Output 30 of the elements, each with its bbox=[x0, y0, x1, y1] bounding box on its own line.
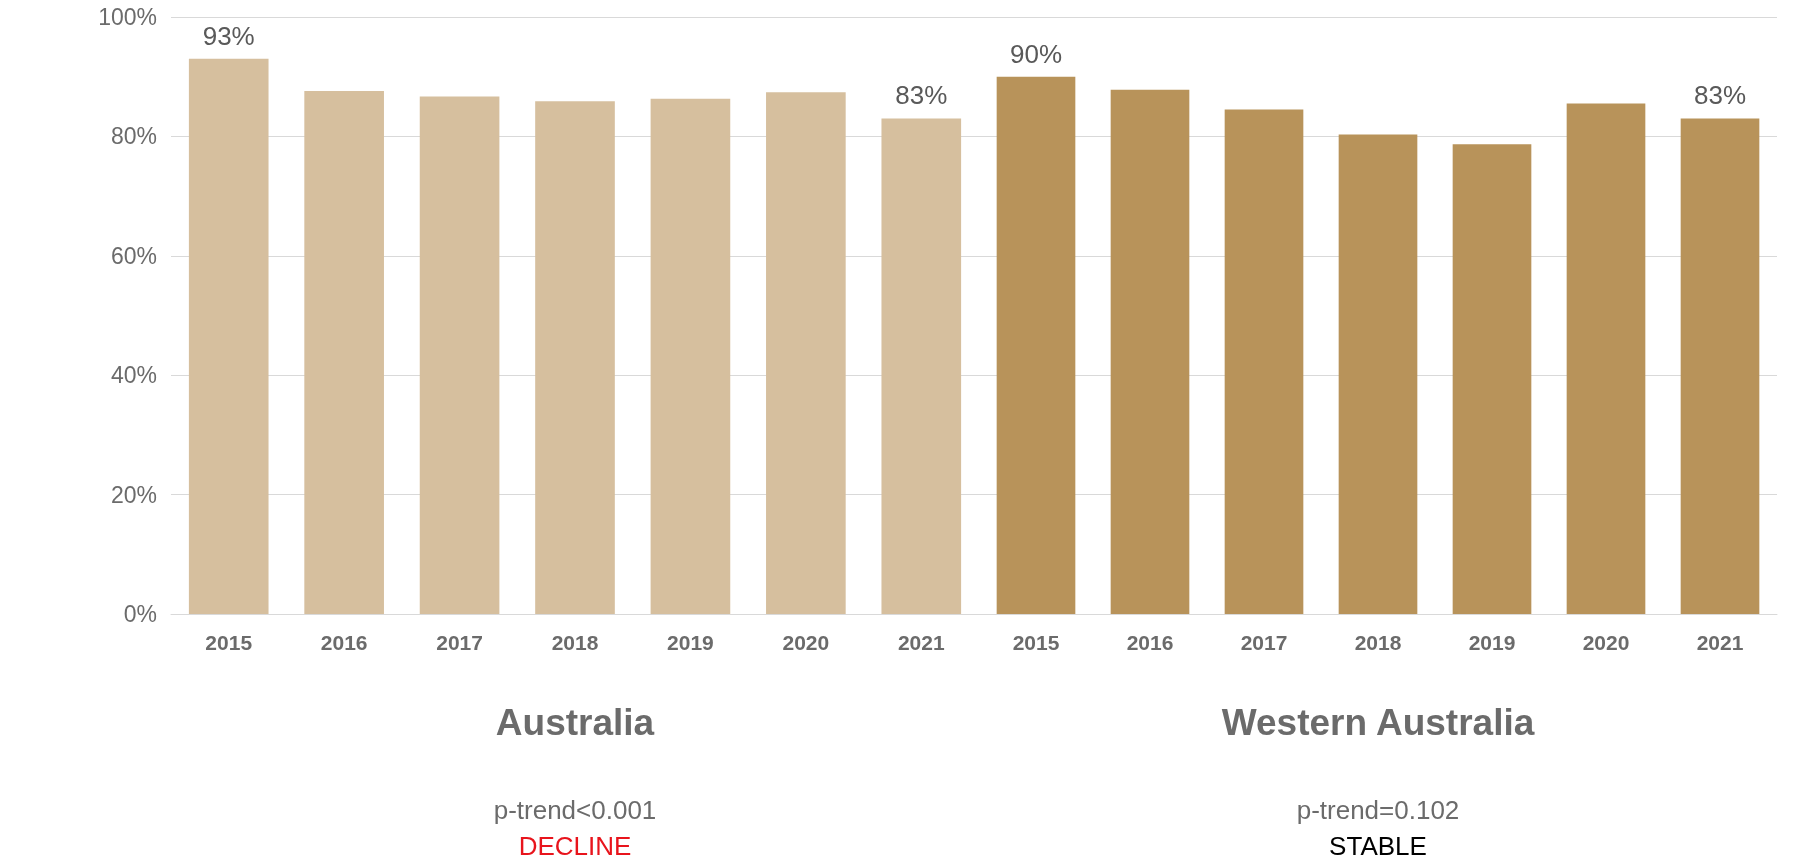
x-tick-label: 2016 bbox=[1126, 631, 1174, 654]
y-tick-label: 40% bbox=[110, 362, 157, 389]
x-tick-label: 2020 bbox=[1582, 631, 1630, 654]
x-tick-label: 2019 bbox=[667, 631, 714, 654]
x-tick-label: 2019 bbox=[1468, 631, 1516, 654]
y-tick-label: 0% bbox=[123, 601, 157, 627]
data-label: 83% bbox=[1693, 80, 1747, 111]
y-tick-label: 100% bbox=[98, 4, 157, 30]
x-tick-label: 2017 bbox=[436, 631, 483, 654]
data-label: 93% bbox=[202, 20, 255, 51]
x-tick-label: 2021 bbox=[897, 631, 945, 654]
data-label: 83% bbox=[895, 80, 948, 111]
x-tick-label: 2016 bbox=[320, 631, 368, 654]
x-axis-title: Australia bbox=[494, 702, 656, 744]
y-tick-label: 80% bbox=[110, 123, 157, 150]
x-tick-label: 2018 bbox=[1354, 631, 1402, 654]
x-axis-title: Western Australia bbox=[1220, 702, 1536, 744]
data-label: 90% bbox=[1009, 38, 1063, 69]
x-tick-label: 2015 bbox=[205, 631, 253, 654]
text: DECLINE bbox=[517, 831, 633, 862]
text: p-trend=0.102 bbox=[1295, 795, 1461, 826]
x-tick-label: 2020 bbox=[782, 631, 830, 654]
x-tick-label: 2021 bbox=[1696, 631, 1744, 654]
y-tick-label: 60% bbox=[110, 242, 157, 269]
x-tick-label: 2018 bbox=[551, 631, 599, 654]
x-tick-label: 2017 bbox=[1240, 631, 1288, 654]
text: STABLE bbox=[1328, 831, 1428, 862]
x-tick-label: 2015 bbox=[1012, 631, 1060, 654]
text: p-trend<0.001 bbox=[492, 795, 658, 826]
y-tick-label: 20% bbox=[110, 481, 157, 508]
